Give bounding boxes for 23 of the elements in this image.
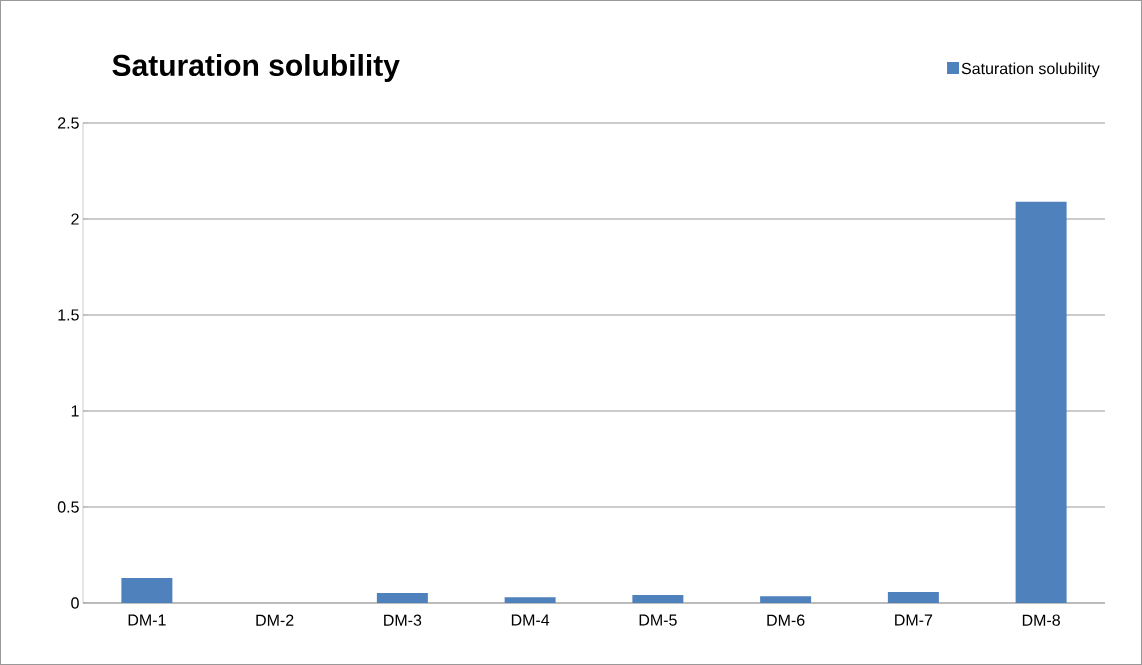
x-tick-label: DM-8 xyxy=(1022,614,1060,626)
x-tick-label: DM-7 xyxy=(895,614,933,626)
bar xyxy=(887,592,939,603)
y-tick-label: 2.5 xyxy=(58,117,79,129)
x-tick-label: DM-3 xyxy=(384,614,422,626)
bar xyxy=(504,597,556,603)
y-tick-label: 1 xyxy=(71,405,79,417)
x-tick-label: DM-6 xyxy=(767,614,805,626)
y-tick-label: 2 xyxy=(71,213,79,225)
bar xyxy=(1015,201,1067,603)
x-tick-label: DM-1 xyxy=(128,614,166,626)
bar xyxy=(376,593,428,603)
y-tick-label: 0 xyxy=(71,597,79,609)
bar xyxy=(121,578,173,603)
bar xyxy=(760,596,812,603)
x-tick-label: DM-5 xyxy=(639,614,677,626)
y-tick-label: 1.5 xyxy=(58,309,79,321)
x-tick-label: DM-4 xyxy=(511,614,550,626)
chart-title: Saturation solubility xyxy=(112,54,400,82)
legend-label: Saturation solubility xyxy=(961,62,1100,78)
x-tick-label: DM-2 xyxy=(256,614,294,626)
bar xyxy=(632,594,684,603)
y-tick-label: 0.5 xyxy=(57,501,79,513)
